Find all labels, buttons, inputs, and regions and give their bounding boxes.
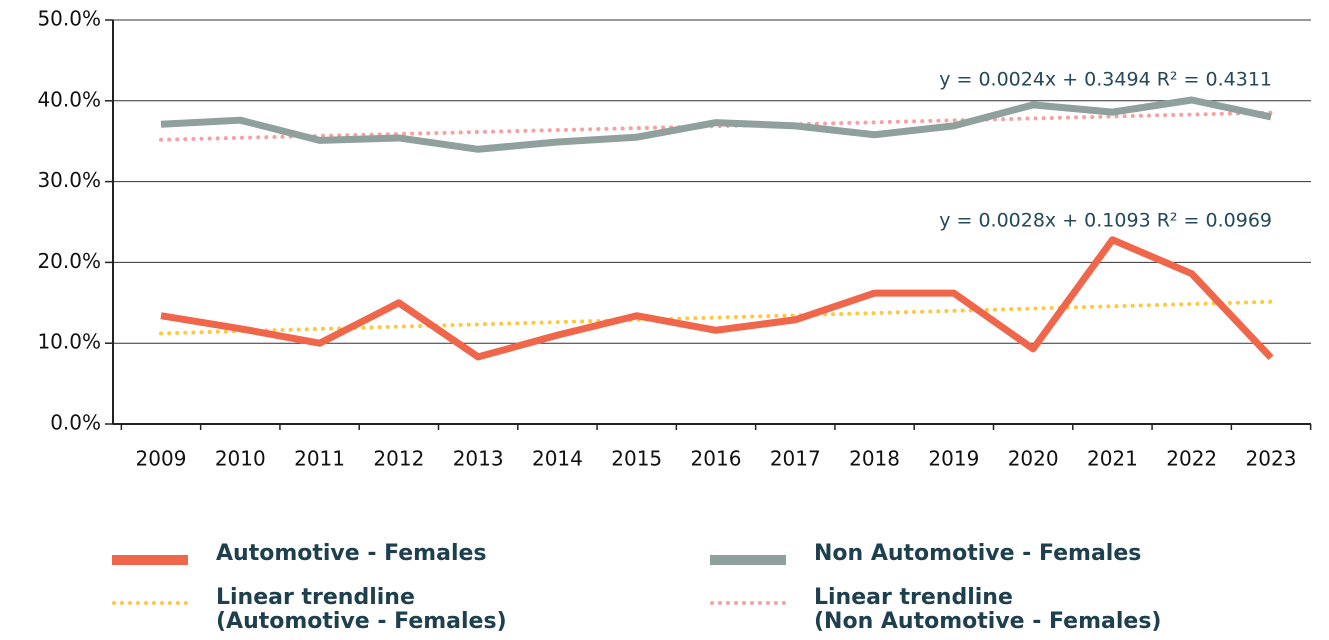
trendline <box>159 110 1273 142</box>
x-tick-label: 2010 <box>215 447 266 471</box>
legend-swatch <box>710 555 786 565</box>
y-tick-label: 0.0% <box>50 411 101 435</box>
y-tick-label: 10.0% <box>37 330 101 354</box>
x-tick-label: 2019 <box>928 447 979 471</box>
legend-label: Non Automotive - Females <box>814 541 1142 566</box>
legend-item: Linear trendline (Non Automotive - Femal… <box>710 586 1161 634</box>
annotation: y = 0.0024x + 0.3494 R² = 0.4311 <box>939 69 1272 91</box>
chart: 0.0% 10.0% 20.0% 30.0% 40.0% 50.0% 2009 2010 201… <box>37 7 1312 471</box>
legend-item: Automotive - Females <box>112 542 487 566</box>
legend-swatch <box>710 601 786 605</box>
x-tick-label: 2021 <box>1087 447 1138 471</box>
y-tick-label: 40.0% <box>37 87 101 111</box>
legend-label: Automotive - Females <box>216 541 487 566</box>
legend-item: Non Automotive - Females <box>710 542 1141 566</box>
x-tick-label: 2020 <box>1008 447 1059 471</box>
x-tick-label: 2016 <box>691 447 742 471</box>
legend-swatch <box>112 601 188 605</box>
x-tick-label: 2015 <box>611 447 662 471</box>
legend-swatch <box>112 555 188 565</box>
x-tick-label: 2022 <box>1166 447 1217 471</box>
x-tick-label: 2009 <box>136 447 187 471</box>
series-line <box>160 96 1272 153</box>
x-tick-label: 2023 <box>1246 447 1297 471</box>
y-tick-label: 50.0% <box>37 7 101 31</box>
x-tick-label: 2018 <box>849 447 900 471</box>
annotation: y = 0.0028x + 0.1093 R² = 0.0969 <box>939 210 1272 232</box>
legend-label: Linear trendline (Automotive - Females) <box>216 585 507 634</box>
legend-item: Linear trendline (Automotive - Females) <box>112 586 507 634</box>
y-tick-label: 20.0% <box>37 249 101 273</box>
x-tick-label: 2014 <box>532 447 583 471</box>
x-tick-label: 2012 <box>373 447 424 471</box>
x-tick-label: 2017 <box>770 447 821 471</box>
x-tick-label: 2011 <box>294 447 345 471</box>
series-line <box>160 236 1274 361</box>
x-tick-label: 2013 <box>453 447 504 471</box>
y-tick-label: 30.0% <box>37 168 101 192</box>
legend: Automotive - Females Non Automotive - Fem… <box>0 530 1329 640</box>
legend-label: Linear trendline (Non Automotive - Femal… <box>814 585 1162 634</box>
